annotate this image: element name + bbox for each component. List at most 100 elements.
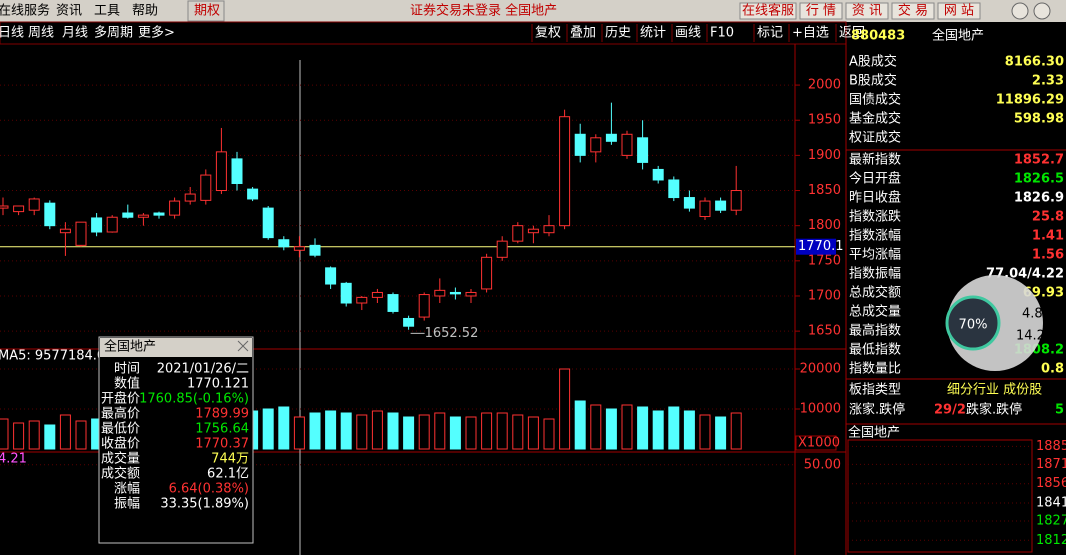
index-name: 全国地产 xyxy=(932,28,984,44)
y-tick-label: 1700 xyxy=(808,288,841,303)
candle-body xyxy=(683,197,695,209)
volume-bar xyxy=(652,410,664,450)
top-button-bg[interactable] xyxy=(937,2,981,20)
quote-value: 8166.30 xyxy=(1005,55,1064,70)
window-button[interactable] xyxy=(1033,2,1051,20)
info-label: 涨幅 xyxy=(114,482,140,497)
mini-title: 全国地产 xyxy=(848,425,900,441)
candle-body xyxy=(637,137,649,163)
top-button-bg[interactable] xyxy=(739,2,797,20)
quote-value: 11896.29 xyxy=(996,93,1064,108)
info-label: 成交额 xyxy=(101,466,140,482)
info-value: 62.1亿 xyxy=(207,467,249,482)
toolbar-button[interactable]: 画线 xyxy=(675,26,701,41)
volume-bar xyxy=(449,416,461,450)
candle-body xyxy=(13,205,25,213)
quote-label: 涨家.跌停 xyxy=(849,402,905,418)
toolbar-button[interactable]: +自选 xyxy=(792,26,829,41)
quote-label: 国债成交 xyxy=(849,92,901,108)
top-button-bg[interactable] xyxy=(845,2,889,20)
candle-body xyxy=(527,228,539,234)
volume-bar xyxy=(481,412,493,450)
info-label: 最高价 xyxy=(101,406,140,422)
period-button[interactable]: 更多> xyxy=(138,25,175,41)
info-value: 6.64(0.38%) xyxy=(169,482,249,497)
menu-item[interactable]: 资讯 xyxy=(56,4,82,19)
quote-value: 1.41 xyxy=(1032,229,1064,244)
volume-bar xyxy=(262,408,274,450)
toolbar-button[interactable]: 历史 xyxy=(605,26,631,41)
volume-bar xyxy=(44,424,56,450)
toolbar-button[interactable]: 叠加 xyxy=(570,26,596,41)
candle-body xyxy=(309,244,321,256)
candle-body xyxy=(293,246,305,251)
quote-label: 最低指数 xyxy=(849,343,901,358)
info-value: 1760.85(-0.16%) xyxy=(139,392,249,407)
info-label: 数值 xyxy=(114,376,140,392)
toolbar-button[interactable]: F10 xyxy=(710,26,734,41)
quote-label: 指数涨幅 xyxy=(849,229,901,244)
window-button[interactable] xyxy=(1011,2,1029,20)
candle-body xyxy=(543,225,555,234)
candle-body xyxy=(200,174,212,201)
period-button[interactable]: 日线 xyxy=(0,26,24,41)
period-tab[interactable]: 期权 xyxy=(194,3,220,19)
top-button-bg[interactable] xyxy=(891,2,935,20)
y-tick-label: 1650 xyxy=(808,324,841,339)
info-label: 开盘价 xyxy=(101,391,140,407)
quote-label: 跌家.跌停 xyxy=(966,402,1022,418)
candle-body xyxy=(590,137,602,153)
candle-body xyxy=(715,200,727,211)
candle-body xyxy=(356,296,368,304)
speed-percent: 70% xyxy=(959,318,988,333)
menu-item[interactable]: 在线服务 xyxy=(0,3,50,19)
toolbar-button[interactable]: 标记 xyxy=(757,26,783,41)
top-button[interactable]: 行 情 xyxy=(806,4,836,19)
volume-bar xyxy=(605,408,617,450)
toolbar-button[interactable]: 统计 xyxy=(640,26,666,41)
toolbar-button[interactable]: 返回 xyxy=(839,26,865,41)
info-label: 成交量 xyxy=(101,451,140,467)
period-button[interactable]: 月线 xyxy=(62,26,88,41)
quote-value: 25.8 xyxy=(1032,210,1064,225)
candle-body xyxy=(465,291,477,297)
toolbar-button[interactable]: 复权 xyxy=(535,25,561,41)
y-tick-label: 1812 xyxy=(1036,533,1066,548)
y-tick-label: 1950 xyxy=(808,113,841,128)
top-button-bg[interactable] xyxy=(799,2,843,20)
volume-bar xyxy=(637,406,649,450)
price-label-bg xyxy=(796,238,836,255)
quote-label: 最高指数 xyxy=(849,323,901,339)
candle-body xyxy=(75,221,87,246)
quote-label: 指数涨跌 xyxy=(849,209,901,225)
quote-value: 2.33 xyxy=(1032,74,1064,89)
info-title: 全国地产 xyxy=(104,339,156,355)
candle-body xyxy=(247,188,259,200)
menu-item[interactable]: 工具 xyxy=(94,4,120,19)
close-icon[interactable] xyxy=(237,340,249,352)
candle-body xyxy=(184,193,196,202)
period-button[interactable]: 多周期 xyxy=(94,25,133,41)
quote-value: 29/2 xyxy=(934,403,966,418)
quote-label: 板指类型 xyxy=(849,383,901,398)
volume-bar xyxy=(325,410,337,450)
volume-bar xyxy=(683,410,695,450)
y-tick-label: 20000 xyxy=(800,362,841,377)
volume-bar xyxy=(574,400,586,450)
top-button[interactable]: 资 讯 xyxy=(852,4,882,19)
volume-bar xyxy=(590,404,602,450)
quote-label: 权证成交 xyxy=(849,130,901,146)
low-label: 1652.52 xyxy=(425,326,479,341)
candle-body xyxy=(340,282,352,304)
volume-bar xyxy=(293,416,305,450)
top-button[interactable]: 在线客服 xyxy=(742,3,794,19)
top-button[interactable]: 网 站 xyxy=(944,4,974,19)
top-button[interactable]: 交 易 xyxy=(898,3,928,19)
volume-bar xyxy=(59,414,71,450)
y-tick-label: 1900 xyxy=(808,148,841,163)
menu-item[interactable]: 帮助 xyxy=(132,4,158,19)
candle-body xyxy=(325,267,337,285)
candle-body xyxy=(621,133,633,156)
period-button[interactable]: 周线 xyxy=(28,26,54,41)
